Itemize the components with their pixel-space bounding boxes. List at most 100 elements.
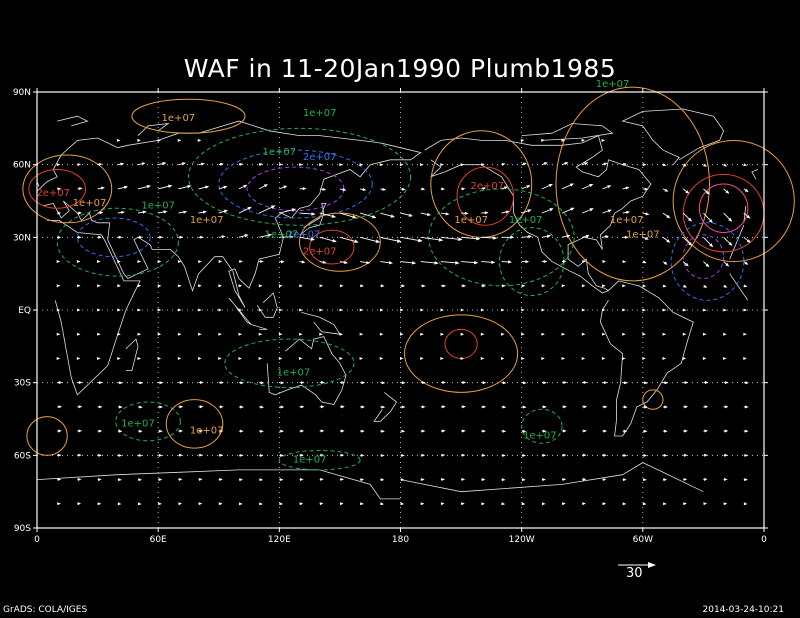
contour-label: 1e+07 — [509, 215, 543, 226]
flux-vector-head — [218, 356, 222, 360]
coastline — [228, 297, 252, 325]
flux-vector-head — [57, 453, 62, 457]
flux-vector-head — [704, 453, 708, 457]
map-title: WAF in 11-20Jan1990 Plumb1985 — [183, 54, 617, 83]
flux-vector-head — [543, 405, 547, 409]
flux-vector-head — [663, 478, 668, 482]
flux-vector-head — [442, 405, 446, 409]
flux-vector-head — [564, 162, 569, 166]
flux-vector-head — [100, 186, 105, 190]
flux-vector-head — [662, 356, 667, 360]
flux-vector-head — [702, 332, 707, 336]
flux-vector-head — [703, 163, 708, 167]
contour-line — [218, 149, 373, 219]
flux-vector-head — [440, 308, 445, 312]
contour-label: 1e+07 — [162, 113, 196, 124]
flux-vector-head — [299, 332, 303, 336]
flux-vector-head — [745, 381, 749, 385]
flux-vector-head — [743, 502, 748, 506]
flux-vector-head — [319, 308, 323, 312]
flux-vector-head — [401, 381, 406, 385]
flux-vector-head — [583, 429, 587, 433]
contour-line — [698, 183, 749, 233]
flux-vector-head — [400, 502, 405, 506]
contour-label: 2e+07 — [471, 181, 505, 192]
flux-vector-head — [460, 308, 465, 312]
flux-vector-head — [157, 284, 162, 288]
flux-vector-head — [420, 308, 424, 312]
flux-vector-head — [525, 260, 530, 264]
flux-vector-head — [219, 162, 224, 166]
lat-tick-label: 30N — [13, 233, 31, 243]
flux-vector-head — [723, 163, 728, 167]
flux-vector-head — [746, 215, 751, 219]
flux-vector-head — [605, 235, 609, 239]
flux-vector-head — [78, 453, 82, 457]
flux-vector-head — [547, 234, 552, 238]
flux-vector-head — [138, 429, 143, 433]
flux-vector-head — [340, 453, 345, 457]
flux-vector-head — [622, 260, 627, 264]
coastlines — [36, 108, 759, 500]
flux-vector-head — [522, 453, 527, 457]
flux-vector-head — [359, 163, 364, 167]
flux-vector-head — [543, 381, 547, 385]
flux-vector-head — [322, 187, 327, 191]
flux-vector-head — [258, 308, 263, 312]
flux-vector-head — [724, 381, 729, 385]
flux-vector-head — [137, 308, 142, 312]
flux-vector-head — [664, 381, 669, 385]
flux-vector-head — [178, 478, 183, 482]
flux-vector-head — [582, 453, 587, 457]
flux-vector-head — [78, 187, 83, 191]
flux-vector-head — [138, 453, 143, 457]
flux-vector-head — [121, 210, 125, 215]
flux-vector-head — [319, 502, 324, 506]
flux-vector-head — [380, 478, 385, 482]
flux-vector-head — [243, 184, 248, 188]
flux-vector-head — [461, 187, 466, 191]
coastline — [621, 108, 725, 165]
flux-vector-head — [542, 478, 546, 482]
flux-vector-head — [484, 211, 489, 215]
flux-vector-head — [480, 332, 485, 336]
flux-vector-head — [570, 207, 575, 211]
lon-tick-label: 120W — [509, 535, 535, 545]
flux-vector-head — [584, 162, 589, 166]
flux-vector-head — [662, 332, 667, 336]
flux-vector-head — [723, 356, 727, 360]
coastline — [424, 135, 652, 294]
flux-vector-head — [482, 284, 486, 288]
flux-vector-head — [220, 381, 224, 385]
flux-vector-head — [380, 284, 385, 288]
flux-vector-head — [400, 478, 405, 482]
contour-line — [76, 217, 151, 258]
contour-label: 1e+07 — [626, 229, 660, 240]
flux-vector-head — [197, 139, 202, 142]
flux-vector-head — [644, 236, 649, 240]
flux-vector-head — [662, 308, 667, 312]
flux-vector-head — [688, 241, 693, 246]
flux-vector-head — [299, 356, 303, 360]
flux-vector-head — [682, 308, 687, 312]
flux-vector-head — [302, 187, 307, 191]
flux-vector-head — [642, 260, 647, 264]
flux-vector-head — [77, 478, 82, 482]
contour-line — [456, 166, 515, 226]
flux-vector-head — [341, 405, 345, 409]
flux-vector-head — [137, 356, 141, 360]
flux-vector-head — [57, 502, 61, 506]
flux-vector-head — [157, 308, 162, 312]
flux-vector-head — [240, 381, 245, 385]
flux-vector-head — [482, 405, 487, 409]
flux-vector-head — [682, 163, 687, 167]
flux-vector-head — [480, 308, 485, 312]
flux-vector-head — [622, 284, 626, 288]
flux-vector-head — [218, 260, 223, 264]
flux-vector-head — [589, 208, 594, 212]
flux-vector-head — [527, 209, 532, 213]
flux-vector-head — [219, 478, 223, 482]
flux-vector-head — [120, 162, 125, 166]
flux-vector-head — [663, 453, 668, 457]
